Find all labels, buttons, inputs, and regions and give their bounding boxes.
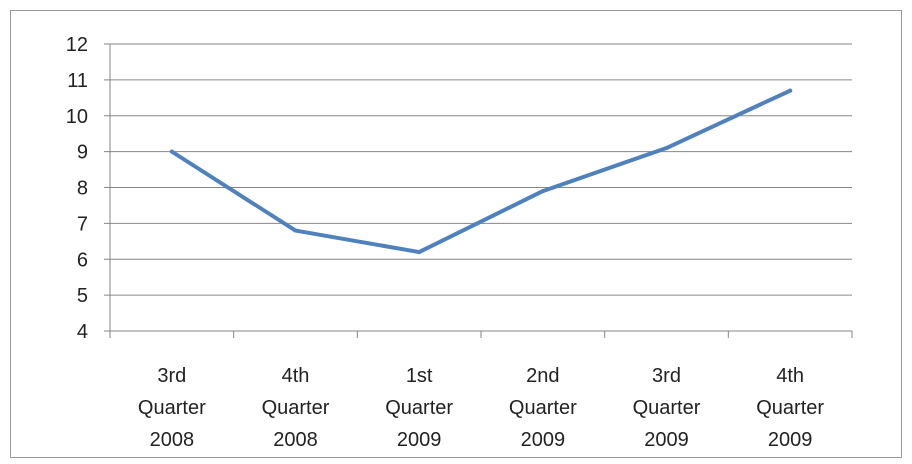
x-tick-label: 2009 [768, 429, 813, 451]
y-tick-label: 12 [66, 34, 88, 56]
y-tick-label: 4 [77, 321, 88, 343]
x-axis: 3rd Quarter 2008 4th Quarter 2008 1st Quarter 20… [109, 331, 853, 451]
x-tick-label: 2008 [273, 429, 318, 451]
x-tick-label: 1st [406, 365, 433, 387]
y-tick-label: 5 [77, 285, 88, 307]
x-tick-label: 2009 [644, 429, 689, 451]
y-tick-label: 11 [67, 70, 88, 92]
x-tick-label: Quarter [262, 397, 330, 419]
x-tick-label: Quarter [756, 397, 824, 419]
gridlines [104, 43, 852, 332]
y-tick-label: 7 [77, 213, 88, 235]
y-tick-label: 6 [77, 249, 88, 271]
x-tick-label: 2009 [521, 429, 566, 451]
y-tick-label: 10 [66, 106, 88, 128]
x-tick-label: 2009 [397, 429, 442, 451]
y-axis: 4 5 6 7 8 9 10 11 12 [66, 34, 111, 343]
x-tick-label: 2nd [526, 365, 559, 387]
data-point [293, 228, 298, 233]
data-point [788, 88, 793, 93]
x-tick-label: Quarter [509, 397, 577, 419]
x-tick-label: 2008 [150, 429, 195, 451]
data-series [169, 88, 793, 255]
data-point [540, 189, 545, 194]
x-tick-label: 4th [776, 365, 804, 387]
x-tick-label: Quarter [633, 397, 701, 419]
x-tick-label: Quarter [385, 397, 453, 419]
y-tick-label: 8 [77, 178, 88, 200]
x-tick-label: 3rd [157, 365, 186, 387]
x-tick-label: 4th [282, 365, 310, 387]
data-point [664, 146, 669, 151]
data-point [417, 250, 422, 255]
data-point [169, 149, 174, 154]
x-tick-label: Quarter [138, 397, 206, 419]
x-tick-label: 3rd [652, 365, 681, 387]
series-line [169, 88, 793, 255]
y-tick-label: 9 [77, 142, 88, 164]
